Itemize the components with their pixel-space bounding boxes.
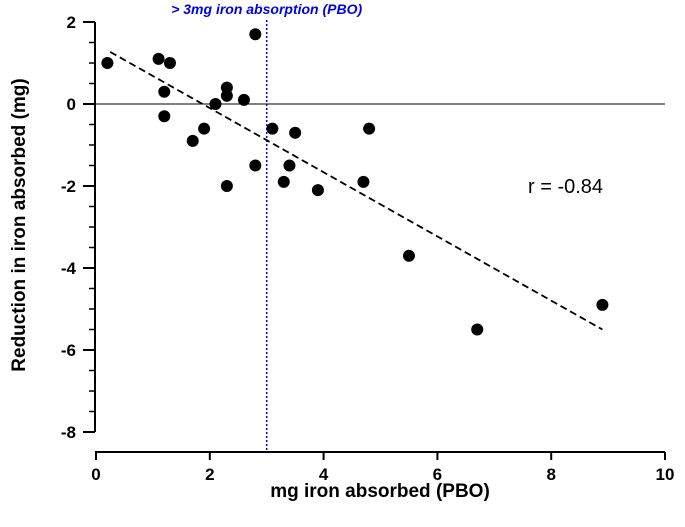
y-tick-labels: -8 -6 -4 -2 0 2 <box>61 13 77 442</box>
y-tick-label: 0 <box>67 95 76 114</box>
x-tick-labels: 0 2 4 6 8 10 <box>91 465 674 484</box>
y-minor-ticks <box>89 21 95 433</box>
data-point <box>283 159 296 172</box>
x-axis-title: mg iron absorbed (PBO) <box>270 481 490 502</box>
data-points <box>101 28 609 336</box>
regression-line <box>109 51 603 331</box>
y-tick-label: -8 <box>61 423 76 442</box>
data-point <box>220 81 233 94</box>
y-tick-label: -4 <box>61 259 77 278</box>
data-point <box>158 110 171 123</box>
data-point <box>158 85 171 98</box>
data-point <box>311 184 324 197</box>
correlation-annotation: r = -0.84 <box>528 176 603 198</box>
x-tick-label: 0 <box>91 465 100 484</box>
data-point <box>402 249 415 262</box>
data-point <box>163 57 176 69</box>
x-ticks <box>95 452 666 460</box>
data-point <box>198 122 211 135</box>
data-point <box>237 93 250 106</box>
y-tick-label: -6 <box>61 341 76 360</box>
data-point <box>152 52 165 65</box>
y-axis-title: Reduction in iron absorbed (mg) <box>9 78 30 371</box>
data-point <box>363 122 376 135</box>
x-tick-label: 8 <box>546 465 555 484</box>
data-point <box>277 175 290 188</box>
data-point <box>471 323 484 336</box>
data-point <box>186 134 199 147</box>
data-point <box>209 98 222 110</box>
y-tick-label: -2 <box>61 177 76 196</box>
data-point <box>289 126 302 139</box>
threshold-label: > 3mg iron absorption (PBO) <box>171 1 362 17</box>
x-tick-label: 10 <box>656 465 675 484</box>
data-point <box>357 175 370 188</box>
y-major-ticks <box>83 21 95 433</box>
data-point <box>596 298 609 311</box>
data-point <box>220 89 233 102</box>
data-point <box>220 180 233 192</box>
x-tick-label: 6 <box>433 465 442 484</box>
y-tick-label: 2 <box>67 13 76 32</box>
data-point <box>249 159 262 172</box>
x-tick-label: 4 <box>319 465 329 484</box>
data-point <box>266 122 279 135</box>
data-point <box>101 57 114 69</box>
data-point <box>249 28 262 41</box>
x-tick-label: 2 <box>205 465 214 484</box>
